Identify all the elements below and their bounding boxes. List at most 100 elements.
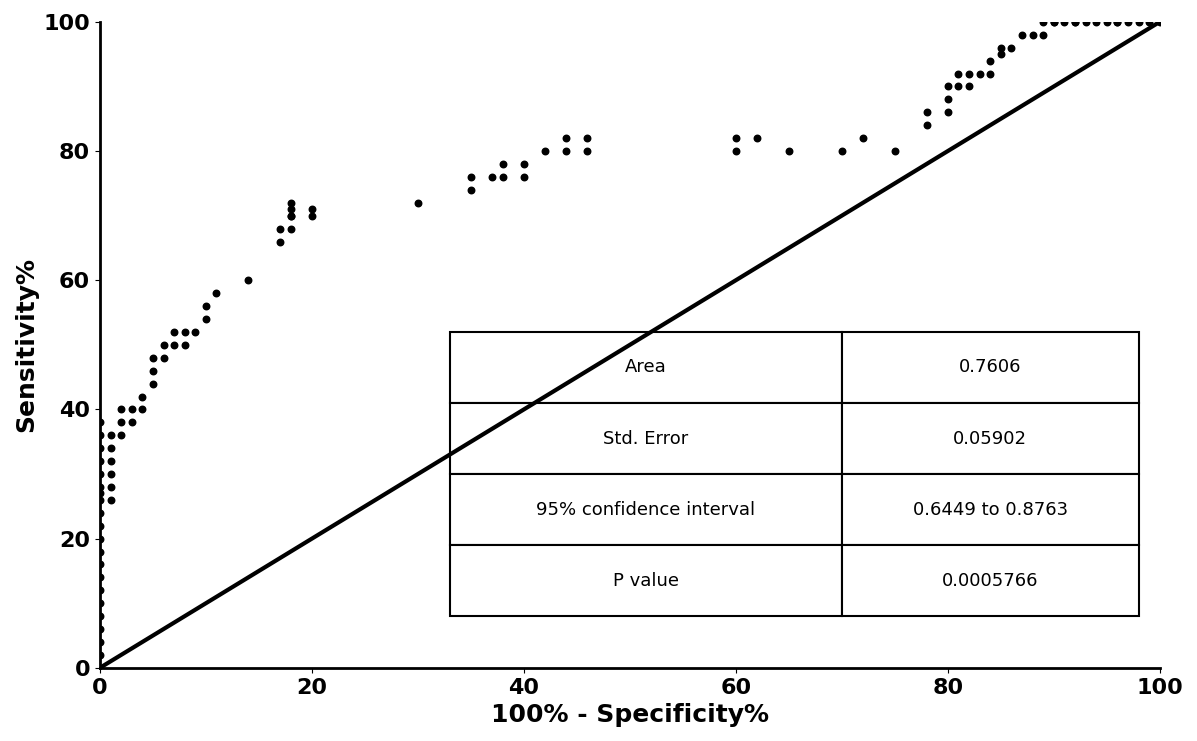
Point xyxy=(303,210,322,222)
Point xyxy=(101,468,120,480)
Point xyxy=(90,597,109,609)
Point xyxy=(515,171,534,183)
Point xyxy=(196,300,215,312)
Point xyxy=(90,533,109,545)
Point xyxy=(1118,16,1137,28)
Point xyxy=(515,158,534,170)
Point xyxy=(164,339,183,350)
Point xyxy=(90,559,109,571)
Point xyxy=(557,145,576,157)
Point xyxy=(917,119,936,131)
Point xyxy=(1076,16,1095,28)
X-axis label: 100% - Specificity%: 100% - Specificity% xyxy=(491,703,768,727)
Point xyxy=(281,210,300,222)
Point xyxy=(303,203,322,215)
Point xyxy=(938,81,958,93)
Point xyxy=(1107,16,1126,28)
Point xyxy=(90,507,109,519)
Point xyxy=(1044,16,1063,28)
Point xyxy=(175,339,194,350)
Point xyxy=(1098,16,1117,28)
Point xyxy=(727,145,746,157)
Point xyxy=(408,197,427,209)
Point xyxy=(1140,16,1159,28)
Point xyxy=(122,404,141,416)
Point xyxy=(164,326,183,338)
Point xyxy=(111,404,130,416)
Point xyxy=(949,81,968,93)
Point xyxy=(281,197,300,209)
Point xyxy=(1107,16,1126,28)
Point xyxy=(1055,16,1074,28)
Point xyxy=(133,391,152,402)
Point xyxy=(101,481,120,493)
Point xyxy=(1087,16,1106,28)
Point xyxy=(196,313,215,325)
Point xyxy=(133,404,152,416)
Point xyxy=(980,55,999,67)
Point xyxy=(578,132,597,144)
Point xyxy=(1023,29,1043,41)
Point xyxy=(207,288,226,299)
Point xyxy=(281,210,300,222)
Point xyxy=(101,494,120,506)
Point xyxy=(238,274,257,286)
Point xyxy=(949,67,968,79)
Point xyxy=(90,585,109,597)
Point xyxy=(101,455,120,467)
Point xyxy=(281,222,300,234)
Point xyxy=(461,184,480,196)
Point xyxy=(90,442,109,454)
Point xyxy=(779,145,798,157)
Point xyxy=(535,145,554,157)
Point xyxy=(832,145,851,157)
Point xyxy=(1065,16,1084,28)
Point xyxy=(111,416,130,428)
Y-axis label: Sensitivity%: Sensitivity% xyxy=(14,257,38,432)
Point xyxy=(144,352,163,364)
Point xyxy=(144,378,163,390)
Point xyxy=(281,203,300,215)
Point xyxy=(938,107,958,119)
Point xyxy=(90,488,109,499)
Point xyxy=(1013,29,1032,41)
Point xyxy=(938,93,958,105)
Point xyxy=(271,236,290,247)
Point xyxy=(578,145,597,157)
Point xyxy=(90,623,109,635)
Point xyxy=(90,636,109,648)
Point xyxy=(747,132,766,144)
Point xyxy=(111,429,130,441)
Point xyxy=(90,545,109,557)
Point xyxy=(493,158,512,170)
Point xyxy=(1044,16,1063,28)
Point xyxy=(991,41,1010,53)
Point xyxy=(90,481,109,493)
Point xyxy=(991,48,1010,60)
Point xyxy=(175,326,194,338)
Point xyxy=(959,81,978,93)
Point xyxy=(727,132,746,144)
Point xyxy=(493,171,512,183)
Point xyxy=(90,494,109,506)
Point xyxy=(144,365,163,376)
Point xyxy=(1065,16,1084,28)
Point xyxy=(1033,16,1052,28)
Point xyxy=(1033,29,1052,41)
Point xyxy=(154,339,174,350)
Point xyxy=(461,171,480,183)
Point xyxy=(186,326,205,338)
Point xyxy=(271,222,290,234)
Point xyxy=(970,67,989,79)
Point xyxy=(90,649,109,661)
Point xyxy=(90,468,109,480)
Point xyxy=(90,611,109,622)
Point xyxy=(1150,16,1169,28)
Point xyxy=(90,416,109,428)
Point xyxy=(101,442,120,454)
Point xyxy=(122,416,141,428)
Point xyxy=(482,171,502,183)
Point xyxy=(853,132,873,144)
Point xyxy=(90,429,109,441)
Point xyxy=(886,145,905,157)
